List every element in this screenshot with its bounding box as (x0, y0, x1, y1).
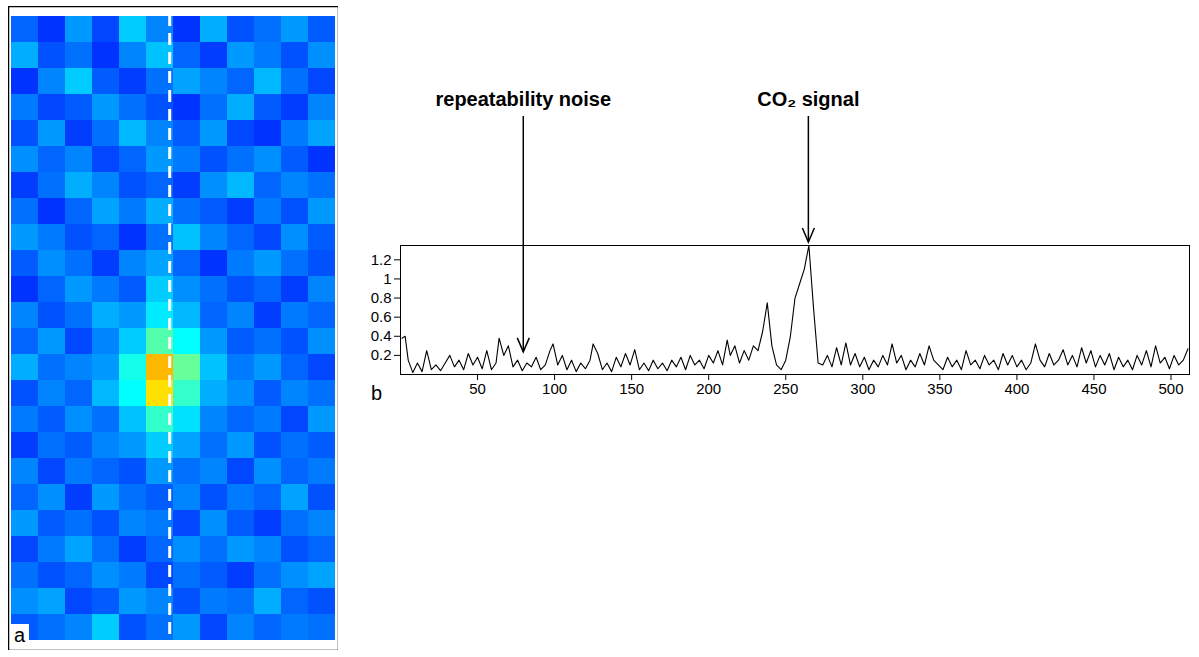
html-text:CO₂ signal: CO₂ signal (757, 88, 860, 110)
html-text:repeatability noise: repeatability noise (435, 88, 612, 110)
svg-text:50: 50 (469, 380, 486, 397)
svg-text:450: 450 (1081, 380, 1106, 397)
svg-text:1: 1 (383, 270, 391, 287)
svg-text:0.2: 0.2 (371, 346, 392, 363)
svg-text:150: 150 (619, 380, 644, 397)
svg-text:0.4: 0.4 (371, 327, 392, 344)
svg-text:1.2: 1.2 (371, 251, 392, 268)
svg-text:400: 400 (1004, 380, 1029, 397)
svg-text:200: 200 (696, 380, 721, 397)
svg-text:0.8: 0.8 (371, 289, 392, 306)
html-text:a: a (14, 624, 26, 646)
svg-text:250: 250 (773, 380, 798, 397)
svg-text:300: 300 (850, 380, 875, 397)
svg-text:100: 100 (542, 380, 567, 397)
svg-text:500: 500 (1158, 380, 1183, 397)
svg-text:0.6: 0.6 (371, 308, 392, 325)
html-text:b: b (371, 382, 383, 404)
svg-text:350: 350 (927, 380, 952, 397)
